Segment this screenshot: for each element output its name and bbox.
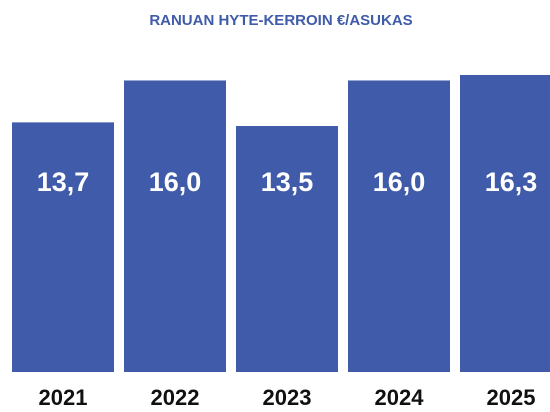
value-label: 16,3 xyxy=(485,167,538,197)
value-label: 13,7 xyxy=(37,167,90,197)
value-label: 13,5 xyxy=(261,167,314,197)
bar xyxy=(12,122,114,372)
bar xyxy=(348,80,450,373)
x-tick-label: 2023 xyxy=(263,385,312,410)
x-tick-label: 2022 xyxy=(151,385,200,410)
x-tick-label: 2024 xyxy=(375,385,425,410)
x-tick-label: 2021 xyxy=(39,385,88,410)
chart-title: RANUAN HYTE-KERROIN €/ASUKAS xyxy=(149,12,412,29)
x-tick-label: 2025 xyxy=(487,385,536,410)
value-label: 16,0 xyxy=(149,167,202,197)
value-label: 16,0 xyxy=(373,167,426,197)
bar xyxy=(236,126,338,372)
bar xyxy=(460,75,550,372)
bar xyxy=(124,80,226,373)
